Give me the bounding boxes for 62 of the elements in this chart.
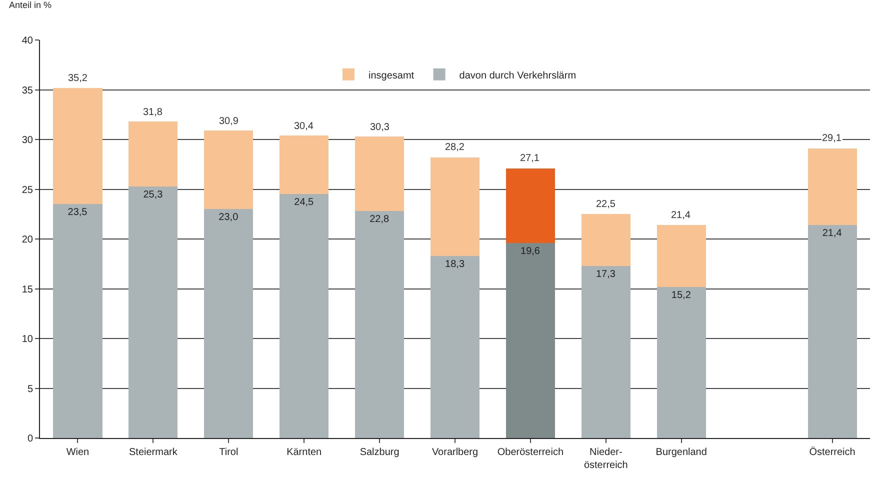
y-tick-label: 25	[22, 184, 34, 196]
x-tick-label: Tirol	[219, 447, 238, 458]
total-label: 30,4	[294, 121, 314, 132]
x-tick-label: Oberösterreich	[497, 447, 564, 458]
bar	[581, 266, 630, 438]
bar	[656, 286, 706, 438]
bar	[204, 209, 254, 438]
bar	[280, 194, 329, 438]
bar	[430, 256, 480, 438]
bar	[204, 130, 254, 210]
y-tick-label: 40	[22, 36, 34, 46]
total-label: 35,2	[68, 73, 88, 84]
data-label: 17,3	[596, 268, 616, 280]
data-label: 23,5	[68, 207, 88, 218]
data-label: 18,3	[445, 258, 465, 270]
x-tick-label: Nieder- österreich	[584, 447, 628, 471]
bar	[355, 136, 404, 212]
y-tick-label: 30	[22, 135, 34, 146]
total-label: 22,5	[596, 199, 616, 210]
data-label: 23,0	[218, 212, 239, 224]
x-tick-label: Steiermark	[129, 447, 178, 458]
y-tick-label: 0	[27, 434, 34, 444]
bar	[53, 204, 102, 438]
bar	[128, 186, 178, 438]
total-label: 28,2	[445, 142, 465, 153]
bar	[808, 148, 857, 226]
data-label: 21,4	[822, 228, 842, 240]
bar	[280, 136, 329, 194]
legend-label: insgesamt	[368, 70, 414, 82]
total-label: 27,1	[520, 153, 540, 164]
y-axis-title: Anteil in %	[9, 0, 52, 10]
bar	[808, 225, 857, 438]
y-tick-label: 35	[22, 85, 34, 96]
data-label: 19,6	[520, 246, 540, 257]
x-tick-label: Wien	[66, 447, 90, 458]
legend-label: davon durch Verkehrslärm	[459, 70, 576, 82]
data-label: 24,5	[294, 197, 314, 208]
total-label: 30,3	[370, 122, 390, 133]
total-label: 31,8	[143, 107, 163, 118]
x-tick-label: Burgenland	[656, 447, 707, 458]
bar	[656, 225, 706, 287]
x-tick-label: Kärnten	[286, 447, 322, 458]
y-tick-label: 15	[22, 284, 34, 296]
x-tick-label: Österreich	[809, 446, 856, 458]
bar	[430, 157, 480, 256]
y-tick-label: 10	[22, 334, 34, 345]
total-label: 21,4	[671, 210, 691, 221]
bar	[355, 211, 404, 438]
bar	[581, 214, 630, 266]
total-label: 29,1	[822, 133, 842, 144]
bar	[128, 122, 178, 186]
data-label: 25,3	[143, 189, 164, 200]
bar	[53, 88, 102, 204]
y-tick-label: 20	[22, 234, 34, 246]
data-label: 15,2	[671, 290, 692, 301]
x-tick-label: Vorarlberg	[432, 447, 478, 458]
total-label: 30,9	[219, 116, 239, 127]
y-tick-label: 5	[27, 384, 34, 395]
bar	[506, 242, 555, 438]
data-label: 22,8	[370, 214, 390, 226]
bar	[506, 168, 555, 243]
x-tick-label: Salzburg	[360, 447, 400, 458]
